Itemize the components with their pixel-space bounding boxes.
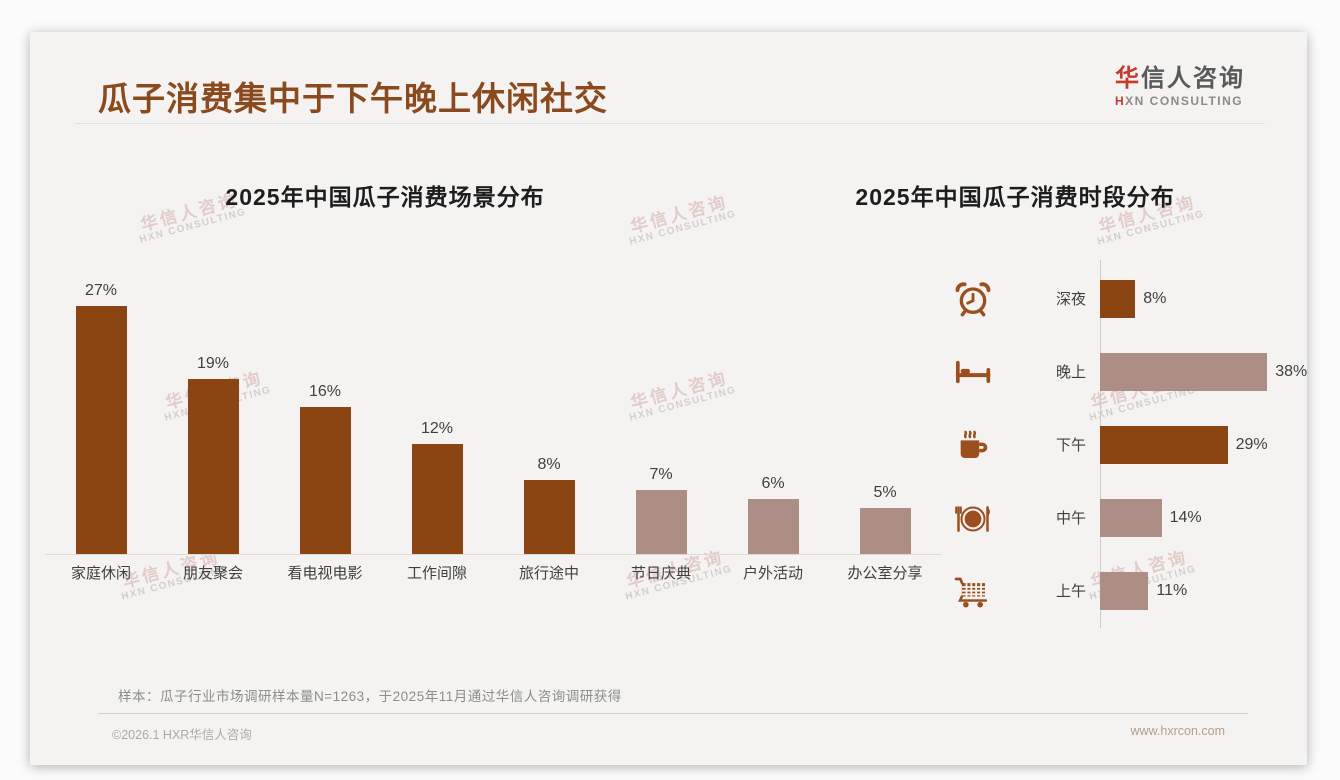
- bar-value-label: 38%: [1275, 362, 1308, 380]
- bar: [859, 508, 911, 554]
- coffee-icon: [953, 425, 993, 465]
- bar-group: 8%: [493, 456, 605, 554]
- bar-value-label: 16%: [308, 382, 342, 400]
- bar: [1100, 279, 1136, 318]
- bar: [1100, 498, 1162, 537]
- logo-en-text: HXN CONSULTING: [1115, 94, 1244, 108]
- footer-divider: [98, 713, 1248, 714]
- bar: [411, 443, 463, 554]
- time-row: 上午 11%: [953, 554, 1298, 627]
- bar-category-label: 下午: [1055, 437, 1086, 454]
- time-row: 下午 29%: [953, 408, 1298, 481]
- bar-group: 7%: [605, 466, 717, 554]
- scene-bar-chart: 27% 19% 16% 12% 8% 7% 6% 5%: [45, 275, 941, 555]
- bar: [1100, 425, 1228, 464]
- bar: [1100, 571, 1149, 610]
- bar-value-label: 29%: [1235, 435, 1268, 453]
- bar-category-label: 深夜: [1055, 291, 1086, 308]
- bar-group: 5%: [829, 484, 941, 554]
- logo-cn-text: 华信人咨询: [1115, 65, 1245, 92]
- bar-group: 12%: [381, 420, 493, 554]
- bar: [523, 480, 575, 554]
- scene-chart-title: 2025年中国瓜子消费场景分布: [225, 184, 545, 210]
- bar-category-label: 晚上: [1055, 364, 1086, 381]
- bar-value-label: 8%: [537, 456, 561, 474]
- bar-category-label: 节日庆典: [630, 565, 691, 582]
- bar-category-label: 朋友聚会: [182, 565, 243, 582]
- bar-group: 27%: [45, 282, 157, 554]
- bar: [187, 379, 239, 554]
- bar-group: 16%: [269, 383, 381, 554]
- bar: [747, 498, 799, 554]
- bar-value-label: 12%: [420, 419, 454, 437]
- alarm-clock-icon: [953, 279, 993, 319]
- bar-category-label: 户外活动: [742, 565, 803, 582]
- slide-card: 华信人咨询 HXN CONSULTING 华信人咨询 HXN CONSULTING 华信…: [30, 32, 1307, 765]
- page-title: 瓜子消费集中于下午晚上休闲社交: [98, 80, 608, 117]
- bar: [635, 489, 687, 554]
- bar-group: 6%: [717, 475, 829, 554]
- header-divider: [75, 123, 1265, 124]
- bed-icon: [953, 352, 993, 392]
- bar-category-label: 中午: [1055, 510, 1086, 527]
- bar-value-label: 11%: [1156, 581, 1188, 599]
- website-text: www.hxrcon.com: [1130, 724, 1225, 738]
- bar-category-label: 看电视电影: [287, 565, 363, 582]
- time-chart-title: 2025年中国瓜子消费时段分布: [855, 184, 1175, 210]
- bar: [75, 305, 127, 554]
- dining-icon: [953, 498, 993, 538]
- copyright-text: ©2026.1 HXR华信人咨询: [112, 728, 252, 742]
- bar-value-label: 7%: [649, 465, 673, 483]
- bar-category-label: 家庭休闲: [70, 565, 131, 582]
- bar-value-label: 6%: [761, 474, 785, 492]
- time-row: 中午 14%: [953, 481, 1298, 554]
- time-bar-chart: 深夜 8% 晚上 38% 下午 29% 中午 14% 上午 11%: [953, 262, 1307, 627]
- bar-value-label: 5%: [873, 484, 897, 501]
- scene-chart-x-labels: 家庭休闲 朋友聚会 看电视电影 工作间隙 旅行途中 节日庆典 户外活动 办公室分享: [45, 562, 941, 583]
- bar: [1100, 352, 1268, 391]
- bar-category-label: 办公室分享: [847, 565, 923, 582]
- bar-value-label: 19%: [196, 355, 230, 373]
- time-row: 晚上 38%: [953, 335, 1307, 408]
- company-logo: 华信人咨询 HXN CONSULTING: [1115, 58, 1245, 108]
- sample-note: 样本：瓜子行业市场调研样本量N=1263，于2025年11月通过华信人咨询调研获…: [118, 689, 622, 704]
- bar-category-label: 上午: [1055, 583, 1086, 600]
- time-row: 深夜 8%: [953, 262, 1298, 335]
- bar: [299, 406, 351, 554]
- bar-value-label: 14%: [1169, 508, 1202, 526]
- bar-category-label: 旅行途中: [518, 565, 579, 582]
- bar-value-label: 8%: [1143, 289, 1167, 307]
- bar-category-label: 工作间隙: [406, 565, 467, 582]
- bar-value-label: 27%: [84, 281, 118, 299]
- cart-icon: [953, 571, 993, 611]
- bar-group: 19%: [157, 355, 269, 554]
